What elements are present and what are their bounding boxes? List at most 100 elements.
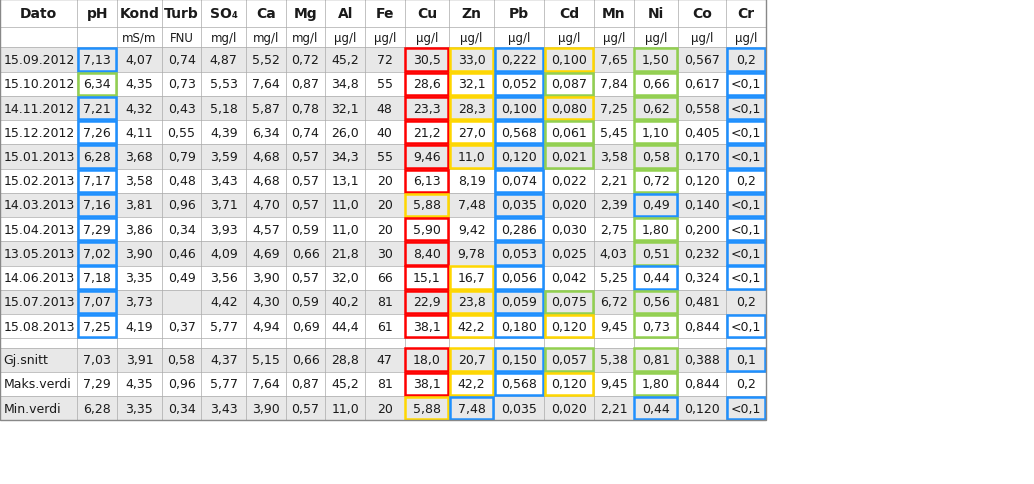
- Text: <0,1: <0,1: [731, 402, 761, 415]
- Text: 15.02.2013: 15.02.2013: [3, 175, 74, 188]
- Text: 20: 20: [376, 223, 393, 236]
- Text: 7,65: 7,65: [600, 54, 628, 67]
- Text: 0,79: 0,79: [168, 151, 195, 164]
- Text: 28,6: 28,6: [413, 78, 440, 91]
- Text: 0,57: 0,57: [292, 402, 320, 415]
- Bar: [495, 170, 543, 193]
- Text: Mn: Mn: [602, 7, 626, 21]
- Text: 0,96: 0,96: [168, 378, 195, 391]
- Text: 4,32: 4,32: [125, 102, 153, 115]
- Text: 0,34: 0,34: [168, 223, 195, 236]
- Bar: [0, 290, 766, 314]
- Text: 0,481: 0,481: [685, 296, 721, 309]
- Text: 4,42: 4,42: [210, 296, 238, 309]
- Bar: [727, 195, 765, 217]
- Text: 81: 81: [376, 296, 393, 309]
- Text: 0,120: 0,120: [551, 378, 587, 391]
- Bar: [635, 291, 677, 314]
- Text: 9,42: 9,42: [458, 223, 486, 236]
- Text: 22,9: 22,9: [414, 296, 440, 309]
- Bar: [450, 49, 493, 72]
- Text: SO₄: SO₄: [210, 7, 238, 21]
- Text: 0,49: 0,49: [168, 272, 195, 285]
- Text: 4,35: 4,35: [125, 378, 153, 391]
- Text: 9,46: 9,46: [414, 151, 440, 164]
- Text: 9,78: 9,78: [458, 247, 486, 260]
- Bar: [635, 98, 677, 120]
- Bar: [635, 373, 677, 395]
- Bar: [0, 396, 766, 421]
- Text: 4,69: 4,69: [252, 247, 280, 260]
- Text: 15.01.2013: 15.01.2013: [3, 151, 74, 164]
- Bar: [495, 243, 543, 265]
- Text: 11,0: 11,0: [331, 199, 359, 212]
- Text: 7,07: 7,07: [84, 296, 112, 309]
- Bar: [405, 98, 449, 120]
- Text: 0,120: 0,120: [551, 320, 587, 333]
- Bar: [79, 243, 116, 265]
- Text: 28,3: 28,3: [458, 102, 486, 115]
- Text: 4,09: 4,09: [210, 247, 238, 260]
- Text: 42,2: 42,2: [458, 378, 486, 391]
- Text: μg/l: μg/l: [334, 31, 357, 45]
- Bar: [79, 315, 116, 338]
- Text: 32,0: 32,0: [331, 272, 359, 285]
- Text: 0,73: 0,73: [642, 320, 670, 333]
- Text: 40: 40: [376, 126, 393, 139]
- Bar: [635, 243, 677, 265]
- Text: 15.10.2012: 15.10.2012: [3, 78, 74, 91]
- Text: Maks.verdi: Maks.verdi: [3, 378, 71, 391]
- Bar: [0, 338, 766, 348]
- Text: 3,58: 3,58: [125, 175, 153, 188]
- Bar: [79, 98, 116, 120]
- Text: 4,87: 4,87: [210, 54, 238, 67]
- Bar: [727, 170, 765, 193]
- Text: 32,1: 32,1: [331, 102, 359, 115]
- Text: Kond: Kond: [120, 7, 159, 21]
- Text: 0,73: 0,73: [168, 78, 195, 91]
- Text: 0,020: 0,020: [551, 199, 587, 212]
- Text: 0,568: 0,568: [501, 126, 537, 139]
- Text: 0,059: 0,059: [501, 296, 537, 309]
- Text: 0,78: 0,78: [292, 102, 320, 115]
- Text: 38,1: 38,1: [413, 320, 440, 333]
- Text: 15.09.2012: 15.09.2012: [3, 54, 74, 67]
- Text: 0,074: 0,074: [501, 175, 537, 188]
- Text: 42,2: 42,2: [458, 320, 486, 333]
- Text: 5,77: 5,77: [210, 378, 238, 391]
- Text: 0,34: 0,34: [168, 402, 195, 415]
- Text: 6,13: 6,13: [414, 175, 440, 188]
- Text: 3,91: 3,91: [125, 353, 153, 366]
- Text: 0,58: 0,58: [642, 151, 670, 164]
- Text: 15,1: 15,1: [413, 272, 440, 285]
- Text: 3,93: 3,93: [210, 223, 238, 236]
- Text: 7,03: 7,03: [84, 353, 112, 366]
- Text: 23,3: 23,3: [414, 102, 440, 115]
- Text: 2,21: 2,21: [600, 402, 628, 415]
- Bar: [79, 49, 116, 72]
- Bar: [79, 267, 116, 289]
- Text: 0,87: 0,87: [292, 378, 320, 391]
- Bar: [79, 219, 116, 241]
- Text: 3,90: 3,90: [125, 247, 153, 260]
- Text: <0,1: <0,1: [731, 126, 761, 139]
- Text: 0,37: 0,37: [168, 320, 195, 333]
- Text: 0,120: 0,120: [685, 175, 721, 188]
- Bar: [79, 122, 116, 144]
- Bar: [0, 314, 766, 338]
- Bar: [635, 349, 677, 371]
- Bar: [727, 315, 765, 338]
- Text: 5,90: 5,90: [413, 223, 440, 236]
- Text: 0,55: 0,55: [168, 126, 195, 139]
- Text: 1,50: 1,50: [642, 54, 670, 67]
- Text: 0,087: 0,087: [551, 78, 587, 91]
- Text: <0,1: <0,1: [731, 199, 761, 212]
- Text: 7,17: 7,17: [84, 175, 112, 188]
- Text: 6,34: 6,34: [84, 78, 111, 91]
- Bar: [545, 315, 594, 338]
- Text: 7,48: 7,48: [458, 402, 486, 415]
- Text: 44,4: 44,4: [331, 320, 359, 333]
- Bar: [727, 49, 765, 72]
- Bar: [405, 195, 449, 217]
- Text: 15.04.2013: 15.04.2013: [3, 223, 74, 236]
